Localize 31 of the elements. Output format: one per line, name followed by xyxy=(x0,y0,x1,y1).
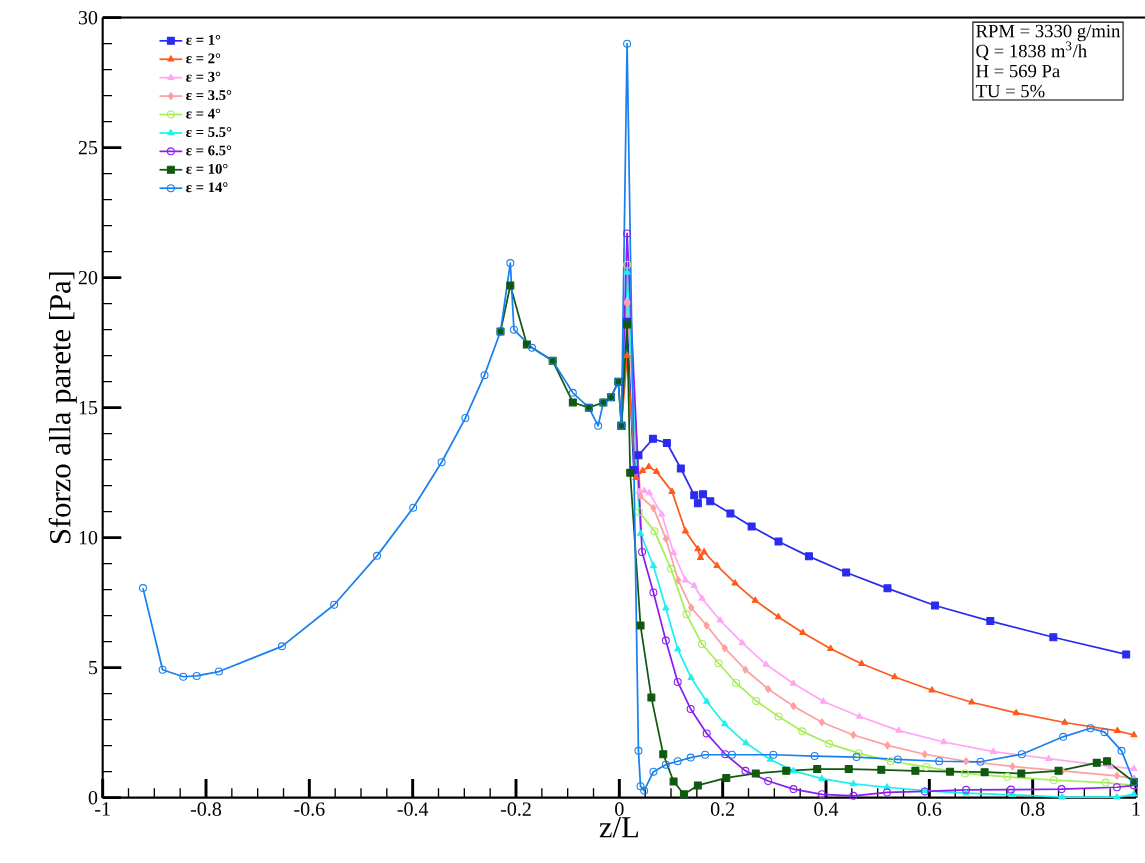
y-axis-title: Sforzo alla parete [Pa] xyxy=(48,272,77,544)
annotation: Q = 1838 m$^{3}$/h xyxy=(976,41,1087,61)
y-tick-label: 10 xyxy=(79,530,98,545)
annotation: TU = 5% xyxy=(975,84,1045,98)
x-tick-label: 0.4 xyxy=(814,802,839,816)
legend-label: ε = 10° xyxy=(186,163,228,174)
x-tick-label: 1 xyxy=(1132,802,1140,816)
x-tick-label: 0.6 xyxy=(917,802,942,816)
y-tick-label: 25 xyxy=(78,140,98,155)
y-tick-label: 5 xyxy=(89,661,98,675)
x-axis-title: z/L xyxy=(599,817,638,838)
legend-label: ε = 5.5° xyxy=(186,127,232,138)
x-tick-label: 0 xyxy=(615,802,624,816)
legend-label: ε = 1° xyxy=(186,34,221,45)
legend-label: ε = 6.5° xyxy=(186,145,232,156)
x-tick-label: -0.8 xyxy=(190,802,222,816)
x-tick-label: 0.8 xyxy=(1020,802,1045,816)
annotation: H = 569 Pa xyxy=(976,64,1060,78)
legend-label: ε = 4° xyxy=(186,108,221,119)
x-tick-label: -0.6 xyxy=(294,802,325,816)
y-tick-label: 15 xyxy=(79,400,98,415)
x-tick-label: -0.4 xyxy=(397,802,429,816)
annotation: RPM = 3330 g/min xyxy=(976,24,1121,42)
legend-label: ε = 3° xyxy=(186,71,221,82)
x-tick-label: -0.2 xyxy=(500,802,531,816)
legend-label: ε = 14° xyxy=(186,182,228,193)
legend-label: ε = 2° xyxy=(186,53,221,64)
x-tick-label: 0.2 xyxy=(710,802,735,816)
y-tick-label: 20 xyxy=(78,270,98,285)
legend-label: ε = 3.5° xyxy=(186,90,232,101)
y-tick-label: 30 xyxy=(78,10,98,25)
